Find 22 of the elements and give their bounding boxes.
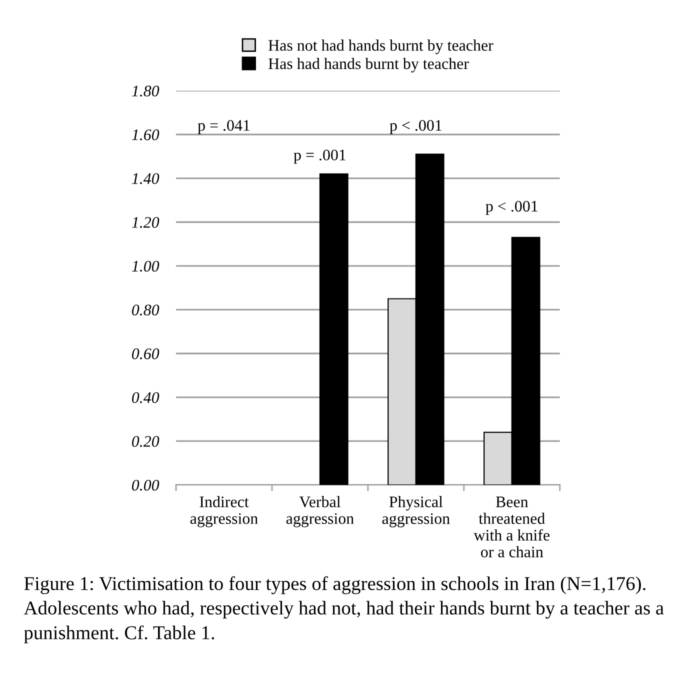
legend-label: Has had hands burnt by teacher — [268, 58, 469, 72]
y-tick-label: 0.60 — [132, 348, 160, 360]
y-tick-label: 0.40 — [132, 392, 160, 404]
annotation: p < .001 — [486, 200, 538, 215]
y-tick-label: 0.80 — [132, 304, 160, 316]
bar — [319, 173, 348, 485]
y-tick-label: 1.80 — [132, 86, 160, 96]
x-tick-label: Verbal aggression — [286, 496, 354, 528]
x-tick-label: Been threatened with a knife or a chain — [474, 496, 550, 558]
annotation: p = .001 — [294, 150, 346, 164]
y-tick-label: 0.20 — [132, 436, 160, 447]
annotation: p = .041 — [198, 120, 250, 134]
y-tick-label: 1.40 — [132, 173, 160, 184]
caption: Figure 1: Victimisation to four types of aggression in schools in Iran (N=1,176). Adolescents who had, respectively had not, had their hands burnt by a teacher as a punishment. Cf. Table 1. — [24, 576, 664, 644]
x-tick-label: Physical aggression — [382, 496, 450, 528]
x-tick-label: Indirect aggression — [190, 496, 258, 528]
legend-label: Has not had hands burnt by teacher — [268, 40, 494, 54]
y-tick-label: 0.00 — [132, 480, 160, 491]
y-tick-label: 1.20 — [132, 217, 160, 228]
annotation: p < .001 — [390, 120, 442, 134]
y-tick-label: 1.60 — [132, 129, 160, 140]
y-tick-label: 1.00 — [132, 260, 160, 272]
